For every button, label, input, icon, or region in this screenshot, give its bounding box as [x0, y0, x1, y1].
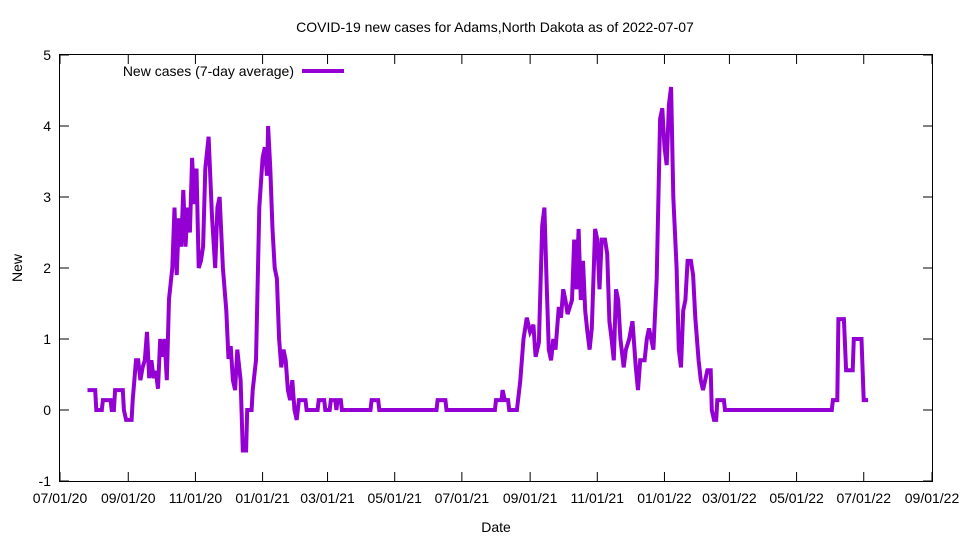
x-tick-label: 07/01/21 [435, 490, 490, 506]
y-tick-label: 3 [43, 189, 51, 205]
x-tick-label: 01/01/22 [637, 490, 692, 506]
x-tick-label: 05/01/22 [769, 490, 824, 506]
x-tick-label: 11/01/20 [169, 490, 223, 506]
x-tick-label: 09/01/21 [503, 490, 558, 506]
legend: New cases (7-day average) [123, 63, 344, 79]
x-tick-label: 03/01/22 [702, 490, 757, 506]
x-tick-label: 07/01/20 [33, 490, 88, 506]
y-tick-label: 5 [43, 47, 51, 63]
x-tick-label: 11/01/21 [571, 490, 625, 506]
legend-label: New cases (7-day average) [123, 63, 294, 79]
y-tick-label: 0 [43, 402, 51, 418]
y-tick-label: 1 [43, 331, 51, 347]
series-line [87, 86, 869, 453]
x-tick-label: 07/01/22 [836, 490, 891, 506]
x-tick-label: 09/01/22 [905, 490, 960, 506]
x-tick-label: 01/01/21 [235, 490, 290, 506]
y-tick-label: 4 [43, 118, 51, 134]
x-tick-label: 03/01/21 [300, 490, 355, 506]
plot-frame [59, 54, 933, 482]
series-layer [87, 86, 869, 453]
y-tick-label: -1 [39, 473, 52, 489]
y-axis-label: New [9, 253, 25, 282]
x-axis-label: Date [481, 519, 511, 535]
ticks-layer: -1 0 1 2 3 4 5 07/01/20 09/01/20 11/01/20 01/01/21… [33, 47, 960, 506]
y-tick-label: 2 [43, 260, 51, 276]
chart-title: COVID-19 new cases for Adams,North Dakot… [296, 19, 694, 35]
x-tick-label: 09/01/20 [101, 490, 156, 506]
x-tick-label: 05/01/21 [367, 490, 422, 506]
